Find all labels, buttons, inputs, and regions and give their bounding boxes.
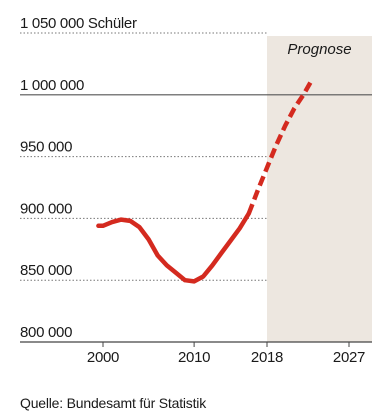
y-tick-label: 1 050 000 Schüler [20, 15, 137, 32]
x-tick-label: 2018 [251, 349, 283, 366]
y-tick-label: 800 000 [20, 324, 72, 341]
y-tick-label: 900 000 [20, 200, 72, 217]
x-tick-label: 2000 [87, 349, 119, 366]
series-line-forecast [246, 77, 315, 215]
y-tick-label: 950 000 [20, 139, 72, 156]
forecast-band [267, 36, 372, 342]
x-tick-label: 2010 [178, 349, 210, 366]
source-note: Quelle: Bundesamt für Statistik [20, 395, 207, 411]
series-line-historical [96, 211, 252, 284]
x-tick-label: 2027 [333, 349, 365, 366]
y-tick-label: 850 000 [20, 262, 72, 279]
gridlines [20, 32, 372, 343]
forecast-label: Prognose [287, 41, 351, 58]
y-tick-labels: 800 000 850 000 900 000 950 000 1 000 000 1 0… [20, 15, 137, 341]
x-ticks: 2000 2010 2018 2027 [87, 342, 365, 366]
y-tick-label: 1 000 000 [20, 77, 84, 94]
